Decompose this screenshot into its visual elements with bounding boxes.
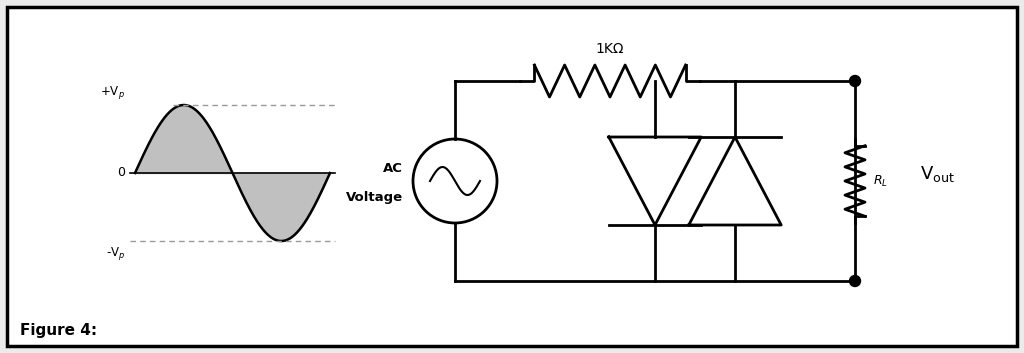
Text: -V$_p$: -V$_p$ (105, 245, 125, 262)
Text: Voltage: Voltage (346, 191, 403, 203)
Text: V$_{\mathrm{out}}$: V$_{\mathrm{out}}$ (920, 164, 954, 184)
Text: Figure 4:: Figure 4: (20, 323, 97, 339)
Text: 0: 0 (117, 167, 125, 179)
Text: $R_L$: $R_L$ (873, 173, 888, 189)
FancyBboxPatch shape (7, 7, 1017, 346)
Text: +V$_p$: +V$_p$ (100, 84, 125, 101)
Circle shape (850, 275, 860, 287)
Text: 1KΩ: 1KΩ (596, 42, 625, 56)
Circle shape (850, 76, 860, 86)
Text: AC: AC (383, 162, 403, 174)
